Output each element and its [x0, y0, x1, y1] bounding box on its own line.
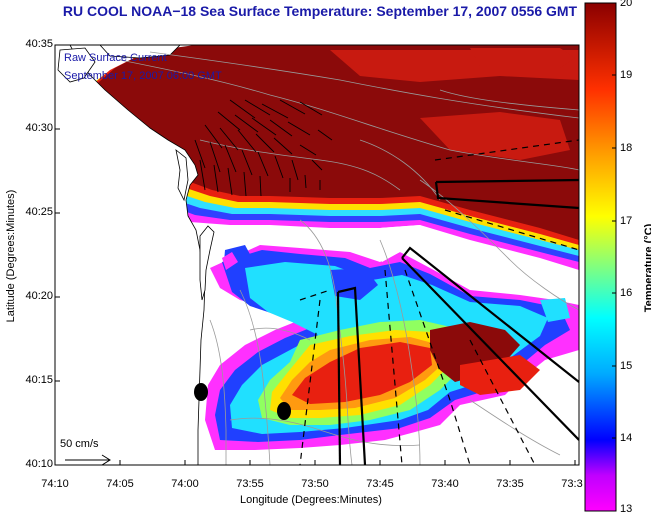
scale-label: 50 cm/s — [60, 438, 99, 450]
x-axis-title: Longitude (Degrees:Minutes) — [240, 494, 382, 506]
shipping-lanes — [299, 139, 579, 465]
colorbar-tick-label: 17 — [620, 215, 633, 227]
colorbar-tick-label: 15 — [620, 360, 633, 372]
x-tick-label: 73:55 — [236, 478, 264, 490]
colorbar-title: Temperature (°C) — [643, 223, 651, 313]
x-tick-label: 74:00 — [171, 478, 199, 490]
colorbar-tick-label: 13 — [620, 503, 633, 515]
colorbar — [584, 2, 617, 512]
y-tick-label: 40:20 — [25, 290, 53, 302]
y-tick-label: 40:35 — [25, 38, 53, 50]
y-tick-label: 40:30 — [25, 122, 53, 134]
x-tick-label: 73:45 — [366, 478, 394, 490]
x-tick-label: 73:40 — [431, 478, 459, 490]
current-date-label: September 17, 2007 06:00 GMT — [64, 70, 222, 82]
colorbar-tick-label: 18 — [620, 142, 633, 154]
y-tick-label: 40:25 — [25, 206, 53, 218]
x-tick-label: 73:35 — [496, 478, 524, 490]
channel-boundaries — [336, 178, 579, 465]
buoy-marker — [277, 402, 291, 420]
y-tick-label: 40:10 — [25, 458, 53, 470]
y-axis-title: Latitude (Degrees:Minutes) — [5, 189, 17, 323]
sst-south-patch-red — [292, 342, 432, 404]
colorbar-tick-label: 19 — [620, 69, 633, 81]
buoy-marker — [194, 383, 208, 401]
x-tick-label: 74:05 — [106, 478, 134, 490]
colorbar-tick-label: 14 — [620, 432, 633, 444]
x-tick-label: 73:50 — [301, 478, 329, 490]
y-tick-label: 40:15 — [25, 374, 53, 386]
map-title: RU COOL NOAA−18 Sea Surface Temperature:… — [62, 3, 578, 19]
surface-current-vectors — [194, 99, 333, 197]
x-tick-label: 74:10 — [41, 478, 69, 490]
colorbar-tick-label: 16 — [620, 287, 633, 299]
colorbar-tick-label: 20 — [620, 0, 633, 9]
scale-arrow — [65, 454, 111, 465]
sst-warm-water — [92, 45, 579, 240]
current-label: Raw Surface Current — [64, 52, 167, 64]
x-tick-label: 73:3 — [561, 478, 583, 490]
